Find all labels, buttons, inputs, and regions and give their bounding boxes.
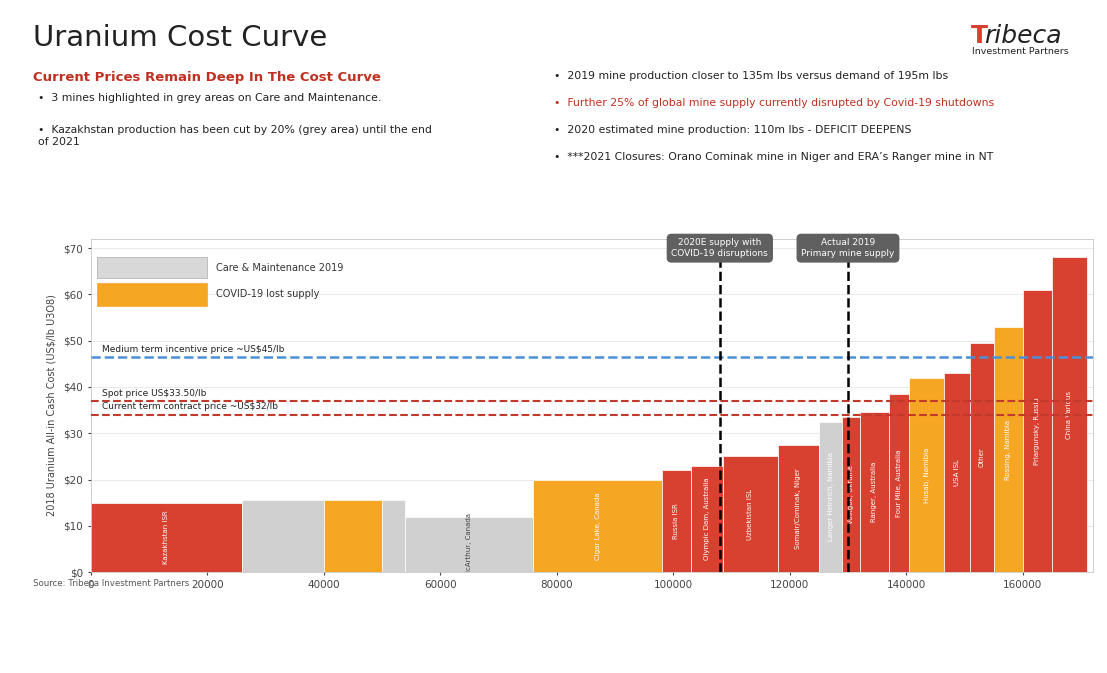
Bar <box>860 413 889 572</box>
Bar <box>91 503 242 572</box>
Bar <box>1052 258 1087 572</box>
Text: Uranium Cost Curve: Uranium Cost Curve <box>33 24 328 52</box>
Text: •  2020 estimated mine production: 110m lbs - DEFICIT DEEPENS: • 2020 estimated mine production: 110m l… <box>554 125 911 135</box>
Text: May 2020: May 2020 <box>1004 648 1079 663</box>
Text: Priargunsky, Russia: Priargunsky, Russia <box>1034 397 1041 465</box>
Bar <box>405 517 534 572</box>
Bar <box>819 422 842 572</box>
Text: Other: Other <box>979 448 985 468</box>
Text: Rossing, Namibia: Rossing, Namibia <box>1005 419 1011 479</box>
Bar <box>534 479 662 572</box>
Bar <box>944 373 971 572</box>
Bar <box>994 327 1023 572</box>
Text: •  2019 mine production closer to 135m lbs versus demand of 195m lbs: • 2019 mine production closer to 135m lb… <box>554 71 948 81</box>
Bar <box>691 466 723 572</box>
Text: Four Mile, Australia: Four Mile, Australia <box>896 450 902 517</box>
Bar <box>971 343 994 572</box>
Text: Spot price US$33.50/lb: Spot price US$33.50/lb <box>103 388 207 398</box>
Text: COVID-19 lost supply: COVID-19 lost supply <box>216 289 320 299</box>
Text: Husab, Namibia: Husab, Namibia <box>923 447 930 503</box>
Text: McArthur, Canada: McArthur, Canada <box>466 513 473 576</box>
Bar <box>1023 290 1052 572</box>
Y-axis label: 2018 Uranium All-in Cash Cost (US$/lb U3O8): 2018 Uranium All-in Cash Cost (US$/lb U3… <box>46 295 56 516</box>
Bar <box>96 258 207 278</box>
Text: Care & Maintenance 2019: Care & Maintenance 2019 <box>216 263 343 273</box>
Text: Medium term incentive price ~US$45/lb: Medium term incentive price ~US$45/lb <box>103 345 284 354</box>
Bar <box>909 378 944 572</box>
Text: Uzbekistan ISL: Uzbekistan ISL <box>747 489 754 540</box>
Text: Russia ISR: Russia ISR <box>673 503 680 539</box>
Text: Ranger, Australia: Ranger, Australia <box>871 462 877 522</box>
Bar <box>889 394 909 572</box>
Text: Kazakhstan ISR: Kazakhstan ISR <box>164 511 169 564</box>
Text: Actual 2019
Primary mine supply: Actual 2019 Primary mine supply <box>801 238 894 258</box>
Text: China Various: China Various <box>1066 391 1073 439</box>
Bar <box>842 417 860 572</box>
Text: Investment Partners: Investment Partners <box>972 47 1068 56</box>
Text: Somair/Cominak, Niger: Somair/Cominak, Niger <box>796 468 801 548</box>
Text: •  Kazakhstan production has been cut by 20% (grey area) until the end
of 2021: • Kazakhstan production has been cut by … <box>38 125 432 147</box>
Text: Vostgok, Ukraine: Vostgok, Ukraine <box>848 465 853 524</box>
Text: •  3 mines highlighted in grey areas on Care and Maintenance.: • 3 mines highlighted in grey areas on C… <box>38 93 381 103</box>
Text: Source: Tribeca Investment Partners: Source: Tribeca Investment Partners <box>33 579 189 588</box>
Text: Langer Heinrich, Namibia: Langer Heinrich, Namibia <box>828 452 834 541</box>
Bar <box>662 470 691 572</box>
Bar <box>778 445 819 572</box>
Text: Current term contract price ~US$32/lb: Current term contract price ~US$32/lb <box>103 402 279 411</box>
Text: •  ***2021 Closures: Orano Cominak mine in Niger and ERA’s Ranger mine in NT: • ***2021 Closures: Orano Cominak mine i… <box>554 152 993 162</box>
Text: T: T <box>971 24 987 48</box>
Bar <box>723 456 778 572</box>
Text: 2020E supply with
COVID-19 disruptions: 2020E supply with COVID-19 disruptions <box>672 238 768 258</box>
Bar <box>242 500 323 572</box>
Text: 12: 12 <box>20 648 39 663</box>
Text: USA ISL: USA ISL <box>954 459 960 486</box>
Text: •  Further 25% of global mine supply currently disrupted by Covid-19 shutdowns: • Further 25% of global mine supply curr… <box>554 98 994 108</box>
Text: Current Prices Remain Deep In The Cost Curve: Current Prices Remain Deep In The Cost C… <box>33 71 381 84</box>
Text: Olympic Dam, Australia: Olympic Dam, Australia <box>704 478 710 560</box>
Text: ribeca: ribeca <box>984 24 1062 48</box>
Bar <box>96 283 207 306</box>
Bar <box>323 500 382 572</box>
Bar <box>382 500 405 572</box>
Text: Cigar Lake, Canada: Cigar Lake, Canada <box>594 492 600 559</box>
